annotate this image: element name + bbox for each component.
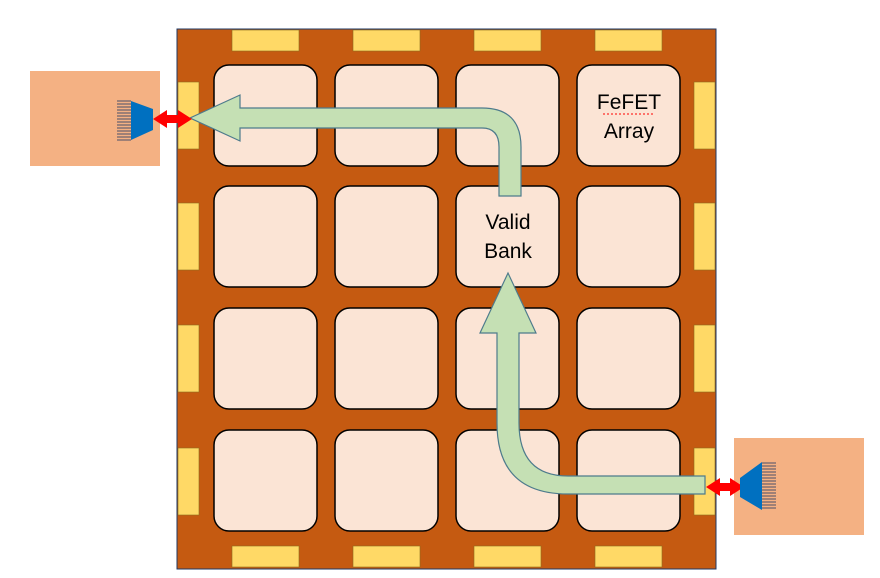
array-cell xyxy=(213,429,318,532)
inbound-data-path-arrow xyxy=(479,271,706,495)
io-pad xyxy=(352,29,421,52)
array-cell xyxy=(213,307,318,410)
array-cell xyxy=(334,185,439,288)
io-pad xyxy=(473,545,542,568)
bank-grid xyxy=(213,64,681,532)
io-pad xyxy=(177,202,200,271)
io-pad xyxy=(594,29,663,52)
fefet-array-label-line2: Array xyxy=(604,120,655,143)
fefet-array-cell xyxy=(576,64,681,167)
left-io-pads xyxy=(177,81,200,516)
io-pad xyxy=(231,545,300,568)
io-pad xyxy=(177,324,200,393)
io-pad xyxy=(177,447,200,516)
io-pad xyxy=(693,324,716,393)
io-pad xyxy=(231,29,300,52)
right-connector-icon xyxy=(740,462,776,510)
io-pad xyxy=(352,545,421,568)
left-connector-icon xyxy=(117,100,153,141)
io-pad xyxy=(473,29,542,52)
array-cell xyxy=(576,307,681,410)
fefet-array-label-line1: FeFET xyxy=(597,91,661,114)
array-cell xyxy=(334,429,439,532)
valid-bank-cell xyxy=(455,185,560,288)
array-cell xyxy=(576,185,681,288)
bottom-io-pads xyxy=(231,545,663,568)
valid-bank-label-line2: Bank xyxy=(484,240,532,263)
left-io-double-arrow xyxy=(153,110,192,128)
valid-bank-label-line1: Valid xyxy=(485,211,530,234)
io-pad xyxy=(693,202,716,271)
io-pad xyxy=(693,81,716,150)
array-cell xyxy=(334,307,439,410)
array-cell xyxy=(213,185,318,288)
top-io-pads xyxy=(231,29,663,52)
right-io-double-arrow xyxy=(706,478,744,496)
io-pad xyxy=(594,545,663,568)
